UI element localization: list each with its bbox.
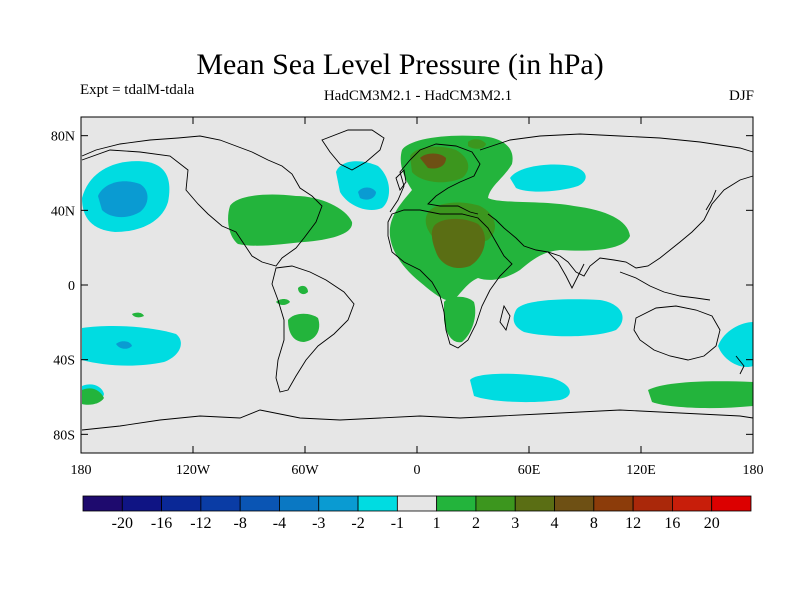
model-label: HadCM3M2.1 - HadCM3M2.1 (323, 88, 513, 104)
pos-anomaly-scandinavia-core (420, 153, 446, 169)
coast-uk (395, 169, 407, 191)
neg-anomaly-siberia (510, 164, 586, 192)
pos-anomaly-southwest-atlantic (82, 388, 104, 405)
lon-label: 120W (176, 463, 211, 478)
pos-anomaly-south-america (288, 313, 320, 342)
lon-label: 60W (291, 463, 319, 478)
season-label: DJF (728, 88, 754, 104)
colorbar-label: 3 (511, 515, 519, 532)
lat-label: 40N (51, 204, 75, 219)
colorbar-swatch (593, 495, 634, 512)
lat-label: 80N (51, 130, 75, 145)
coast-europe (389, 143, 481, 215)
coast-africa (387, 209, 513, 349)
colorbar-swatch (672, 495, 713, 512)
coast-new-zealand (735, 355, 745, 375)
colorbar-label: -16 (151, 515, 172, 532)
coast-australia (633, 305, 721, 361)
colorbar-swatch (711, 495, 752, 512)
colorbar-swatch (357, 495, 398, 512)
pos-anomaly-amazon (298, 285, 308, 295)
colorbar: -20 -16 -12 -8 -4 -3 -2 -1 1 2 3 4 8 12 16 20 (82, 495, 752, 532)
colorbar-label: 12 (625, 515, 641, 532)
pos-anomaly-north-africa-core (431, 218, 485, 269)
colorbar-swatch (475, 495, 516, 512)
colorbar-swatch (82, 495, 123, 512)
coastlines (81, 129, 754, 431)
colorbar-label: -4 (273, 515, 286, 532)
coast-south-america (271, 265, 355, 393)
colorbar-label: -2 (351, 515, 364, 532)
colorbar-label: 8 (590, 515, 598, 532)
lat-label: 40S (53, 354, 75, 369)
coast-india (547, 251, 585, 290)
map-title: Mean Sea Level Pressure (in hPa) (196, 48, 604, 81)
colorbar-label: -8 (234, 515, 247, 532)
pos-anomaly-southern-indian (648, 381, 753, 409)
coast-japan (705, 189, 717, 211)
colorbar-swatch (318, 495, 359, 512)
colorbar-label: -1 (391, 515, 404, 532)
colorbar-swatch (239, 495, 280, 512)
colorbar-swatch (632, 495, 673, 512)
lat-label: 0 (68, 279, 75, 294)
colorbar-swatch (161, 495, 202, 512)
neg-anomaly-north-atlantic (336, 161, 390, 211)
colorbar-label: -20 (112, 515, 133, 532)
lon-label: 180 (71, 463, 92, 478)
neg-anomaly-southern-ocean (470, 373, 570, 403)
colorbar-label: 16 (664, 515, 680, 532)
colorbar-label: 2 (472, 515, 480, 532)
neg-anomaly-tasman (718, 322, 753, 368)
coast-greenland (321, 129, 385, 171)
colorbar-label: 1 (433, 515, 441, 532)
colorbar-swatch (514, 495, 555, 512)
colorbar-label: 4 (551, 515, 559, 532)
colorbar-swatch (279, 495, 320, 512)
neg-anomaly-north-pacific-core (98, 181, 148, 218)
lon-label: 120E (626, 463, 656, 478)
coast-north-america (81, 135, 323, 267)
experiment-label: Expt = tdalM-tdala (80, 82, 195, 98)
pos-anomaly-southern-africa (444, 296, 476, 343)
neg-anomaly-south-pacific-core (116, 341, 132, 349)
colorbar-swatch (554, 495, 595, 512)
lon-label: 180 (743, 463, 764, 478)
neg-anomaly-indian-ocean (513, 299, 623, 337)
colorbar-swatch (436, 495, 477, 512)
colorbar-swatch (396, 495, 438, 512)
colorbar-swatch (121, 495, 162, 512)
colorbar-swatch (200, 495, 241, 512)
coast-se-asia (619, 271, 711, 301)
coast-asia (479, 133, 754, 277)
lat-label: 80S (53, 428, 75, 443)
lon-label: 0 (414, 463, 421, 478)
map-axes: 80N 40N 0 40S 80S 180 120W 60W 0 60E 120E 180 (51, 117, 764, 478)
pos-anomaly-barents (468, 139, 486, 149)
lon-label: 60E (518, 463, 541, 478)
colorbar-label: -3 (312, 515, 325, 532)
neg-anomaly-north-atlantic-core (358, 187, 376, 200)
pos-anomaly-small-pacific (132, 312, 144, 318)
colorbar-label: 20 (704, 515, 720, 532)
coast-madagascar (499, 304, 511, 331)
anomaly-contours (82, 135, 753, 409)
coast-antarctica (81, 409, 754, 431)
colorbar-label: -12 (190, 515, 211, 532)
